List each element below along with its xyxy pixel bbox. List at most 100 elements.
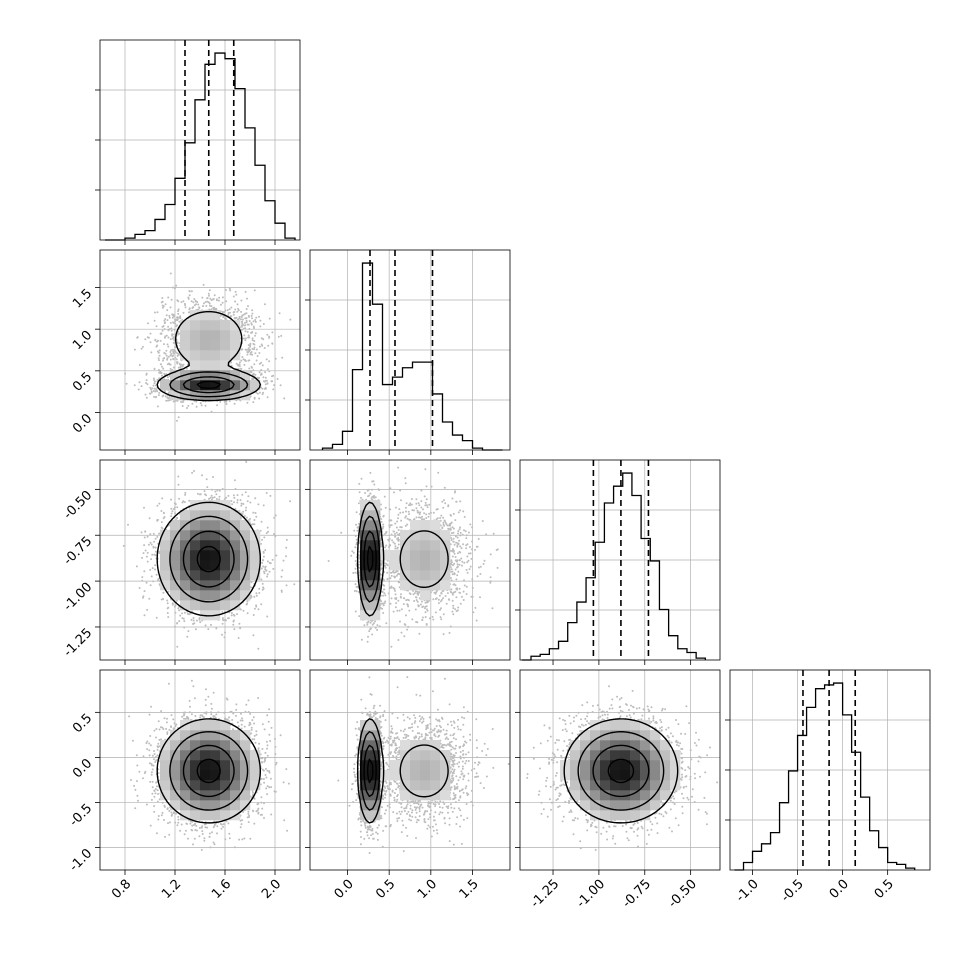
density-cell — [410, 770, 421, 781]
density-cell — [190, 370, 201, 381]
density-cell — [230, 740, 241, 751]
y-tick-label: 0.5 — [70, 711, 95, 736]
density-cell — [650, 740, 661, 751]
density-cell — [600, 810, 611, 821]
density-cell — [240, 550, 251, 561]
density-cell — [190, 340, 201, 351]
density-cell — [220, 330, 231, 341]
contour-level-0 — [366, 758, 374, 784]
panel-frame — [99, 459, 301, 661]
density-cell — [160, 770, 171, 781]
density-cell — [180, 770, 191, 781]
density-cell — [200, 720, 211, 731]
density-cell — [170, 560, 181, 571]
density-cell — [210, 780, 221, 791]
density-cell — [600, 760, 611, 771]
density-cell — [210, 330, 221, 341]
density-cell — [210, 370, 221, 381]
pair-panel-1-0: 0.0 0.5 1.0 1.5 — [70, 249, 301, 455]
density-cell — [160, 740, 171, 751]
density-cell — [410, 760, 421, 771]
density-cell — [200, 770, 211, 781]
density-cell — [210, 740, 221, 751]
density-cell — [200, 570, 211, 581]
density-cell — [400, 770, 411, 781]
density-cell — [180, 330, 191, 341]
density-cell — [430, 520, 441, 531]
density-cell — [170, 770, 181, 781]
density-cell — [210, 580, 221, 591]
density-cell — [610, 760, 621, 771]
density-cell — [420, 560, 431, 571]
density-cell — [420, 530, 431, 541]
density-cell — [410, 780, 421, 791]
density-cell — [360, 600, 371, 611]
density-cell — [440, 580, 451, 591]
histogram-step — [321, 262, 503, 451]
density-cell — [190, 560, 201, 571]
density-cell — [230, 340, 241, 351]
contour-level-0 — [607, 758, 635, 784]
density-cell — [650, 800, 661, 811]
contour-level-2 — [169, 515, 249, 603]
density-cell — [620, 720, 631, 731]
density-cell — [220, 800, 231, 811]
panel-frame — [309, 459, 511, 661]
density-cell — [200, 500, 211, 511]
density-cell — [230, 730, 241, 741]
density-cell — [160, 760, 171, 771]
density-cell — [440, 790, 451, 801]
density-cell — [400, 530, 411, 541]
density-cell — [230, 580, 241, 591]
density-cell — [590, 740, 601, 751]
density-cell — [190, 500, 201, 511]
density-cell — [210, 550, 221, 561]
density-cell — [220, 720, 231, 731]
density-cell — [590, 770, 601, 781]
density-cell — [360, 730, 371, 741]
contour-level-1 — [182, 744, 235, 798]
density-cell — [570, 780, 581, 791]
density-cell — [180, 340, 191, 351]
density-cell — [610, 750, 621, 761]
x-tick-label: -1.00 — [574, 877, 608, 911]
density-cell — [170, 540, 181, 551]
panel-frame — [519, 669, 721, 871]
density-cell — [400, 560, 411, 571]
density-cell — [360, 610, 371, 621]
density-cell — [220, 810, 231, 821]
density-cell — [220, 760, 231, 771]
density-cell — [180, 740, 191, 751]
density-cell — [570, 740, 581, 751]
density-cell — [420, 790, 431, 801]
density-cell — [430, 560, 441, 571]
density-cell — [370, 790, 381, 801]
density-cell — [370, 600, 381, 611]
density-cell — [180, 730, 191, 741]
panel-frame — [99, 39, 301, 241]
x-tick-label: 0.0 — [332, 877, 357, 902]
density-cell — [360, 720, 371, 731]
density-cell — [620, 780, 631, 791]
density-cell — [170, 790, 181, 801]
density-cell — [580, 790, 591, 801]
contour-level-3 — [156, 501, 261, 617]
density-cell — [420, 760, 431, 771]
density-cell — [430, 780, 441, 791]
density-cell — [590, 760, 601, 771]
density-cell — [200, 330, 211, 341]
density-cell — [170, 570, 181, 581]
density-cell — [160, 790, 171, 801]
density-cell — [230, 560, 241, 571]
density-cell — [230, 790, 241, 801]
density-cell — [230, 800, 241, 811]
density-cell — [600, 780, 611, 791]
density-cell — [200, 520, 211, 531]
density-cell — [200, 340, 211, 351]
x-tick-label: -1.25 — [528, 877, 562, 911]
density-cell — [560, 770, 571, 781]
density-cell — [640, 720, 651, 731]
density-cell — [640, 750, 651, 761]
density-cell — [220, 780, 231, 791]
contour-level-1 — [363, 744, 377, 798]
